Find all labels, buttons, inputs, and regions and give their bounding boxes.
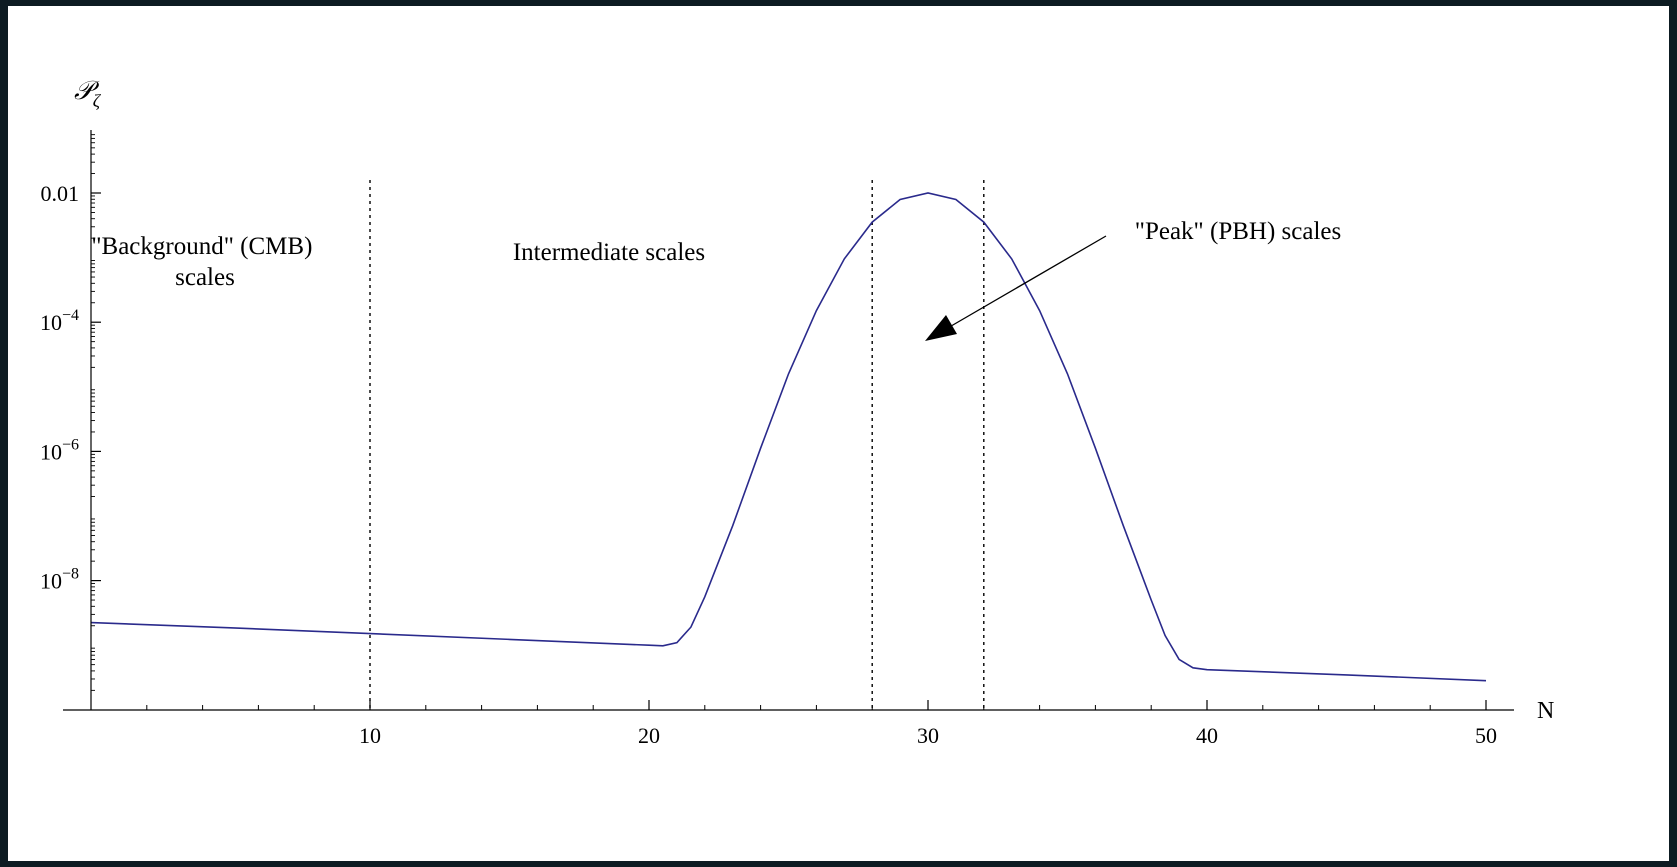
y-tick-base: 10 bbox=[40, 439, 62, 464]
x-tick-labels: 10 20 30 40 50 bbox=[359, 723, 1497, 748]
major-ticks bbox=[91, 192, 1487, 710]
background-scales-line-1: "Background" (CMB) bbox=[91, 233, 312, 260]
y-axis-label-subscript: ζ bbox=[93, 91, 102, 111]
x-axis-label: N bbox=[1537, 698, 1554, 724]
x-tick-label-50: 50 bbox=[1475, 723, 1497, 748]
peak-annotation-arrowhead bbox=[925, 315, 957, 341]
y-tick-base: 10 bbox=[40, 569, 62, 594]
x-tick-label-40: 40 bbox=[1196, 723, 1218, 748]
y-tick-exponent: −8 bbox=[62, 566, 79, 583]
plot-frame: 10 20 30 40 50 0.01 10−4 10−6 10−8 N 𝒫ζ "Backgr… bbox=[8, 6, 1669, 861]
y-tick-label-0.01: 0.01 bbox=[41, 181, 80, 206]
power-spectrum-curve bbox=[90, 192, 1487, 682]
peak-scales-label: "Peak" (PBH) scales bbox=[1135, 218, 1341, 245]
y-axis-label: 𝒫ζ bbox=[74, 76, 102, 111]
x-tick-label-20: 20 bbox=[638, 723, 660, 748]
y-tick-exponent: −4 bbox=[62, 307, 79, 324]
y-tick-label-e-6: 10−6 bbox=[40, 436, 79, 464]
intermediate-scales-label: Intermediate scales bbox=[513, 239, 705, 266]
background-scales-line-2: scales bbox=[175, 264, 235, 291]
y-tick-label-e-4: 10−4 bbox=[40, 307, 79, 335]
scale-divider-lines bbox=[369, 180, 985, 710]
y-tick-label-e-8: 10−8 bbox=[40, 566, 79, 594]
y-tick-exponent: −6 bbox=[62, 436, 79, 453]
y-tick-base: 10 bbox=[40, 310, 62, 335]
background-scales-label: "Background" (CMB) scales bbox=[91, 233, 318, 291]
peak-annotation-arrow-shaft bbox=[945, 235, 1107, 330]
x-tick-label-10: 10 bbox=[359, 723, 381, 748]
x-tick-label-30: 30 bbox=[917, 723, 939, 748]
